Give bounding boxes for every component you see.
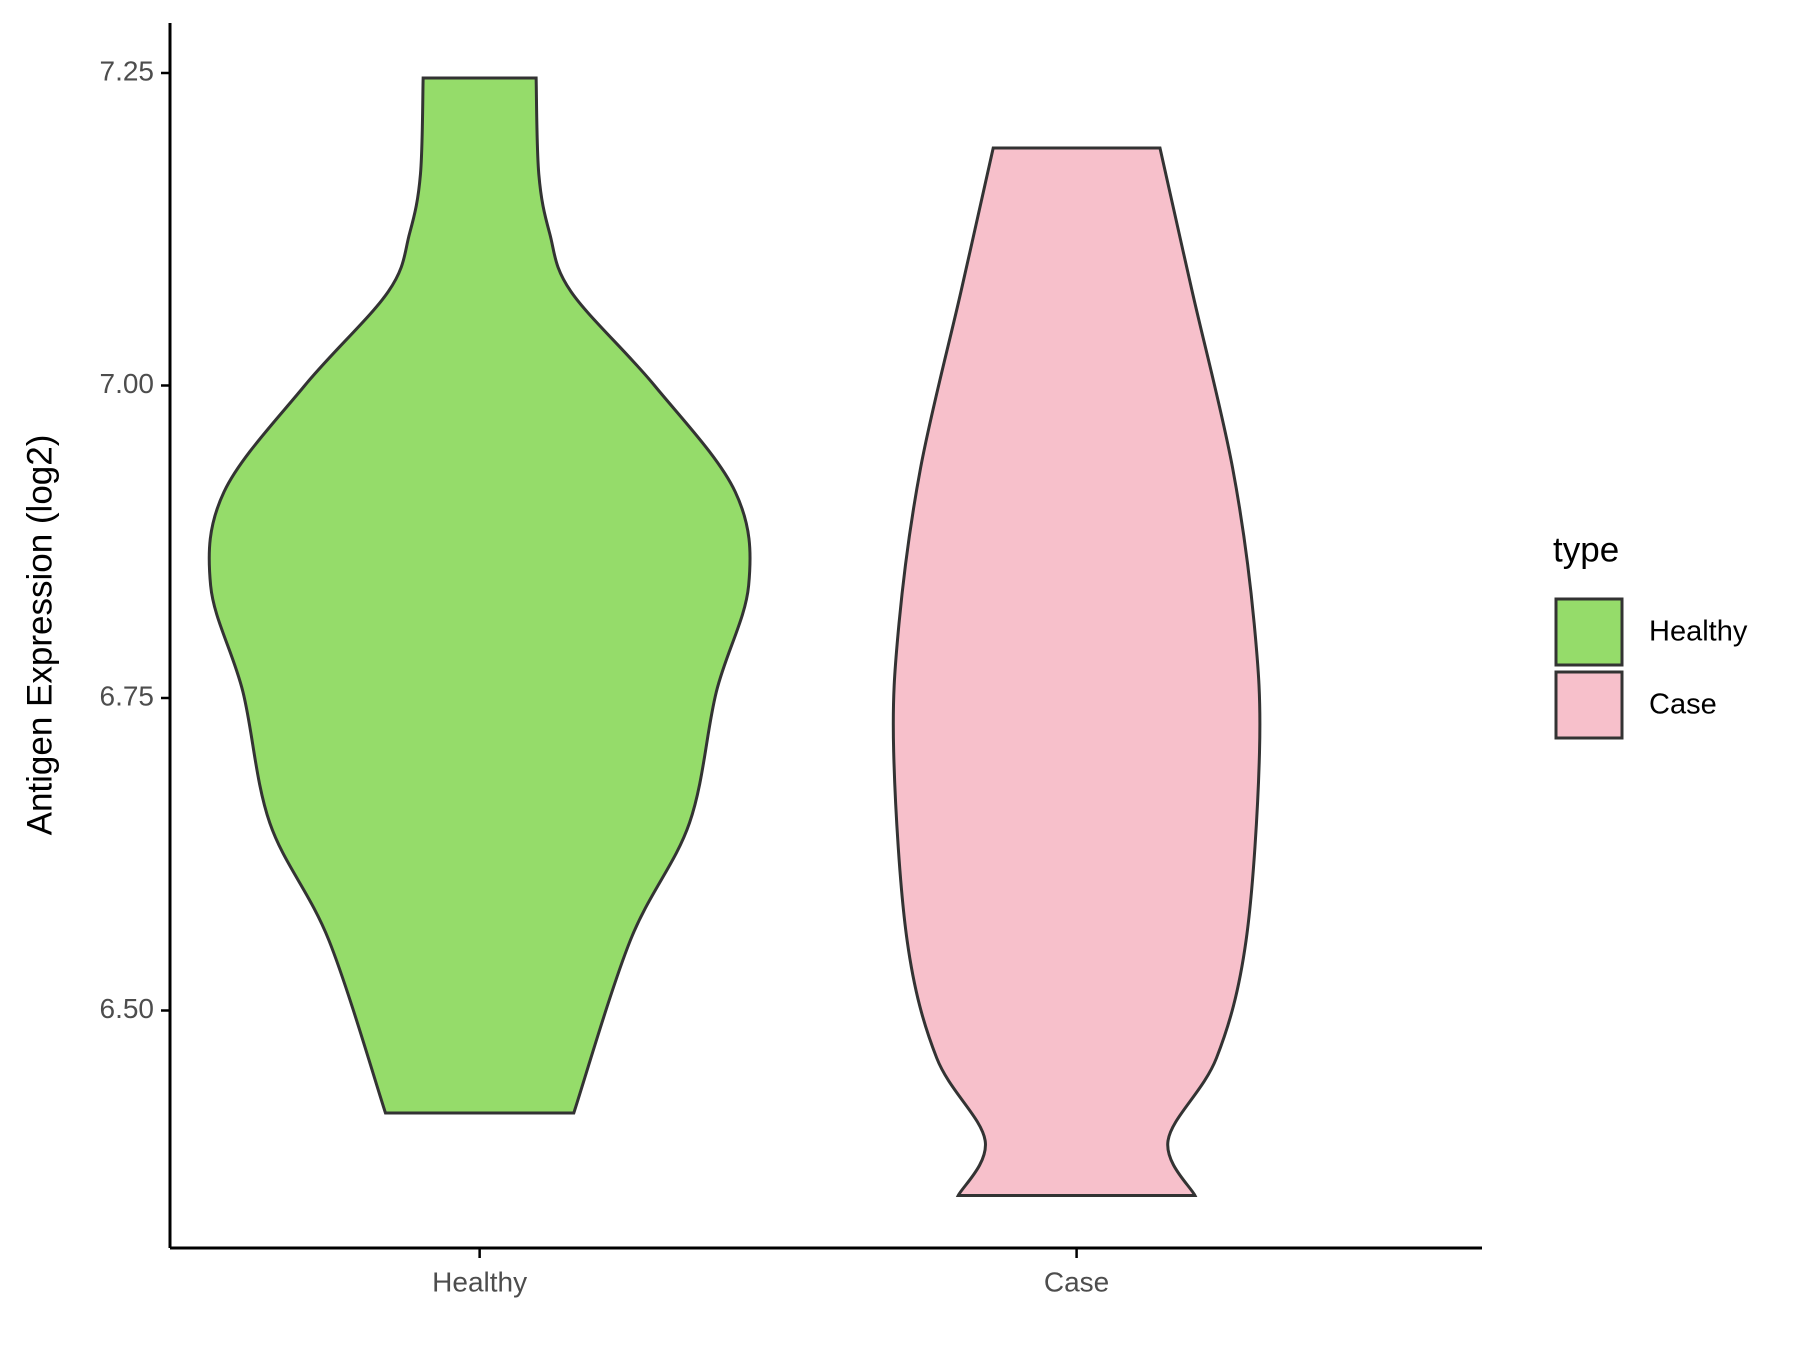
y-tick-label: 7.00 — [100, 368, 155, 399]
y-tick-label: 6.75 — [100, 680, 155, 711]
y-tick-label: 7.25 — [100, 55, 155, 86]
y-tick-label: 6.50 — [100, 993, 155, 1024]
legend-label: Healthy — [1649, 616, 1748, 648]
legend-label: Case — [1649, 689, 1717, 721]
violin — [207, 76, 752, 1115]
x-tick-label: Case — [1044, 1266, 1109, 1297]
legend-title: type — [1553, 530, 1619, 569]
x-tick-label: Healthy — [432, 1266, 527, 1297]
legend-key — [1554, 670, 1624, 740]
legend-key — [1554, 597, 1624, 667]
y-axis-title: Antigen Expression (log2) — [20, 435, 59, 836]
violin — [891, 146, 1262, 1197]
